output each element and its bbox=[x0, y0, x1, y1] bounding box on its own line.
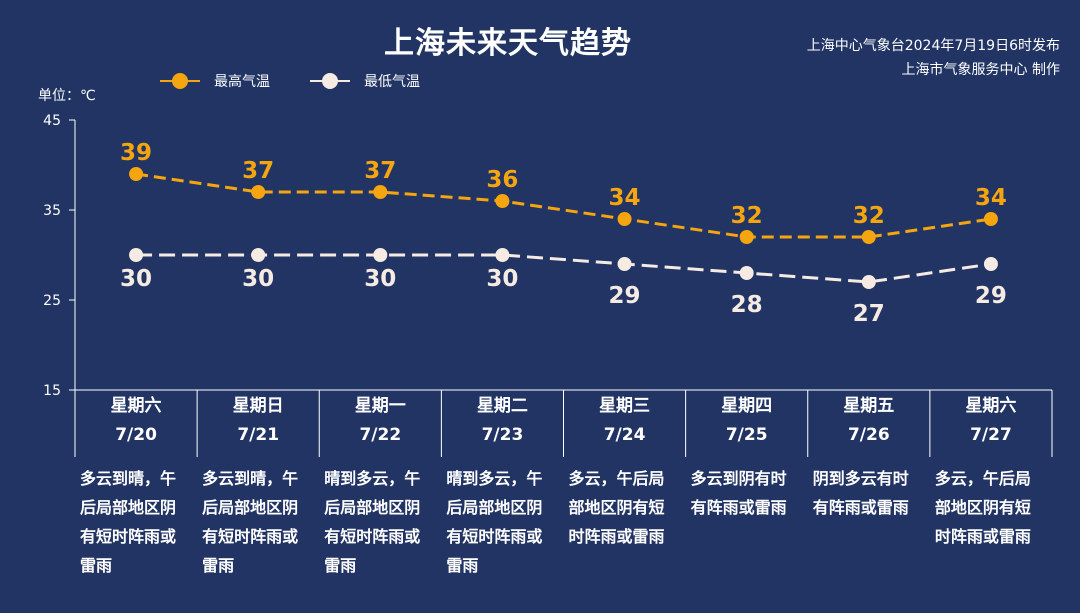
day-header: 星期六 7/20 bbox=[75, 392, 197, 456]
low-temp-point bbox=[617, 257, 632, 271]
weekday-label: 星期六 bbox=[110, 396, 162, 416]
high-temp-point bbox=[739, 230, 754, 244]
legend-high-label: 最高气温 bbox=[214, 74, 270, 90]
weather-description: 阴到多云有时有阵雨或雷雨 bbox=[812, 469, 909, 517]
y-tick-label: 35 bbox=[43, 203, 61, 219]
high-temp-point bbox=[617, 212, 632, 226]
day-header: 星期二 7/23 bbox=[441, 392, 563, 456]
low-temp-label: 30 bbox=[486, 266, 518, 292]
y-tick-label: 45 bbox=[43, 113, 61, 129]
weather-description: 多云到阴有时有阵雨或雷雨 bbox=[690, 469, 787, 517]
high-temp-point bbox=[251, 185, 266, 199]
date-label: 7/26 bbox=[847, 425, 890, 445]
unit-label: 单位：℃ bbox=[38, 88, 96, 104]
high-temp-point bbox=[861, 230, 876, 244]
date-label: 7/25 bbox=[725, 425, 768, 445]
date-label: 7/27 bbox=[970, 425, 1012, 445]
date-label: 7/20 bbox=[115, 425, 157, 445]
day-header: 星期三 7/24 bbox=[564, 392, 686, 456]
publisher-info: 上海中心气象台2024年7月19日6时发布 上海市气象服务中心 制作 bbox=[700, 34, 1060, 82]
y-tick-label: 15 bbox=[43, 383, 61, 399]
weekday-label: 星期四 bbox=[721, 396, 773, 416]
producer-line: 上海市气象服务中心 制作 bbox=[901, 62, 1060, 78]
date-label: 7/23 bbox=[481, 425, 524, 445]
low-temp-point bbox=[495, 248, 510, 262]
weekday-label: 星期二 bbox=[476, 396, 528, 416]
day-header: 星期一 7/22 bbox=[319, 392, 441, 456]
date-label: 7/22 bbox=[359, 425, 402, 445]
weekday-label: 星期六 bbox=[965, 396, 1017, 416]
low-temp-point bbox=[373, 248, 388, 262]
day-header: 星期四 7/25 bbox=[686, 392, 808, 456]
low-temp-label: 28 bbox=[731, 292, 763, 318]
high-temp-label: 37 bbox=[242, 158, 274, 184]
low-temp-label: 27 bbox=[853, 301, 885, 327]
legend-low-marker bbox=[310, 71, 350, 91]
low-temp-point bbox=[251, 248, 266, 262]
low-temp-point bbox=[129, 248, 144, 262]
low-temp-point bbox=[983, 257, 998, 271]
low-temp-label: 29 bbox=[975, 283, 1007, 309]
legend-low: 最低气温 bbox=[310, 70, 420, 92]
weekday-label: 星期五 bbox=[843, 396, 895, 416]
low-temp-label: 29 bbox=[609, 283, 641, 309]
day-header: 星期六 7/27 bbox=[930, 392, 1052, 456]
date-label: 7/24 bbox=[603, 425, 646, 445]
low-temp-point bbox=[739, 266, 754, 280]
date-label: 7/21 bbox=[237, 425, 280, 445]
low-temp-point bbox=[861, 275, 876, 289]
high-temp-label: 34 bbox=[975, 185, 1007, 211]
high-temp-label: 34 bbox=[609, 185, 641, 211]
weather-description: 多云到晴，午后局部地区阴有短时阵雨或雷雨 bbox=[80, 469, 177, 575]
high-temp-label: 32 bbox=[853, 203, 885, 229]
legend-high: 最高气温 bbox=[160, 70, 270, 92]
high-temp-label: 37 bbox=[364, 158, 396, 184]
legend-high-marker bbox=[160, 71, 200, 91]
weekday-label: 星期日 bbox=[232, 396, 284, 416]
weekday-label: 星期三 bbox=[599, 396, 651, 416]
day-header: 星期日 7/21 bbox=[197, 392, 319, 456]
weather-description: 多云，午后局部地区阴有短时阵雨或雷雨 bbox=[568, 469, 665, 546]
high-temp-point bbox=[129, 167, 144, 181]
page-title: 上海未来天气趋势 bbox=[384, 26, 632, 61]
high-temp-point bbox=[373, 185, 388, 199]
y-tick-label: 25 bbox=[43, 293, 61, 309]
high-temp-label: 36 bbox=[486, 167, 518, 193]
weekday-label: 星期一 bbox=[354, 396, 406, 416]
publish-line: 上海中心气象台2024年7月19日6时发布 bbox=[806, 38, 1060, 54]
low-temp-label: 30 bbox=[242, 266, 274, 292]
high-temp-label: 39 bbox=[120, 140, 152, 166]
day-header: 星期五 7/26 bbox=[808, 392, 930, 456]
weather-description: 多云，午后局部地区阴有短时阵雨或雷雨 bbox=[934, 469, 1031, 546]
weather-description: 多云到晴，午后局部地区阴有短时阵雨或雷雨 bbox=[202, 469, 299, 575]
high-temp-point bbox=[983, 212, 998, 226]
low-temp-label: 30 bbox=[364, 266, 396, 292]
weather-description: 晴到多云，午后局部地区阴有短时阵雨或雷雨 bbox=[324, 469, 421, 575]
high-temp-point bbox=[495, 194, 510, 208]
weather-description: 晴到多云，午后局部地区阴有短时阵雨或雷雨 bbox=[446, 469, 543, 575]
low-temp-label: 30 bbox=[120, 266, 152, 292]
high-temp-label: 32 bbox=[731, 203, 763, 229]
low-temp-line bbox=[136, 253, 992, 284]
legend-low-label: 最低气温 bbox=[364, 74, 420, 90]
